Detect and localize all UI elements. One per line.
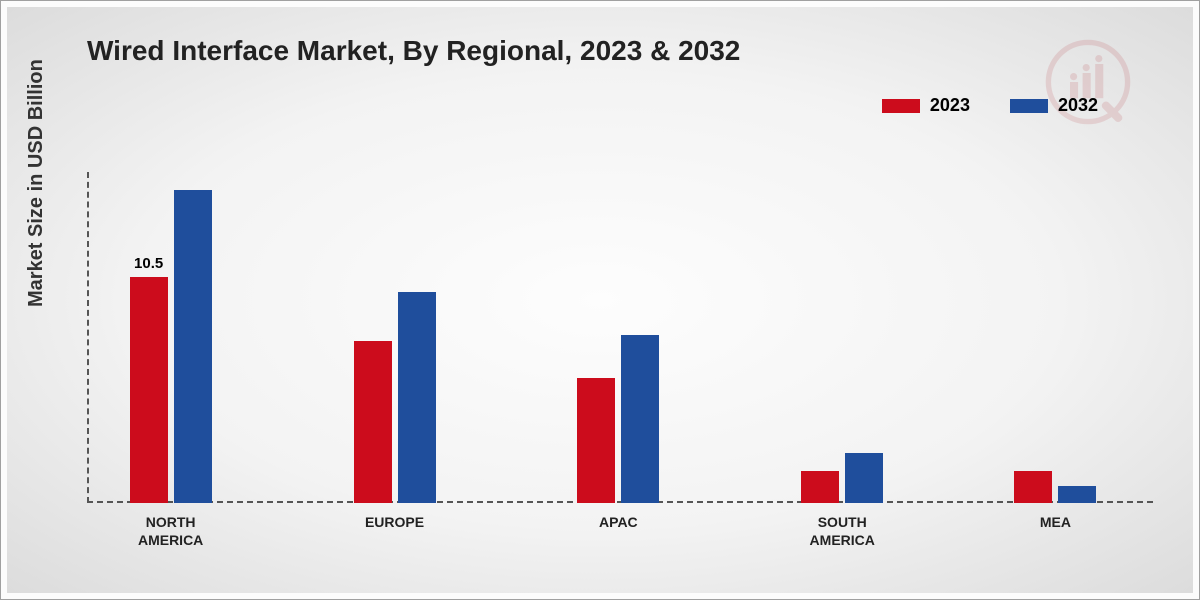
legend-item-2023: 2023	[882, 95, 970, 116]
bar-group: EUROPE	[354, 292, 436, 503]
chart-canvas: Wired Interface Market, By Regional, 202…	[7, 7, 1193, 593]
x-tick-label: EUROPE	[335, 513, 455, 531]
bar-group: 10.5NORTHAMERICA	[130, 190, 212, 503]
bar: 10.5	[130, 277, 168, 503]
bar	[577, 378, 615, 503]
bar	[845, 453, 883, 503]
bar	[801, 471, 839, 503]
legend-label-2032: 2032	[1058, 95, 1098, 116]
y-axis-line	[87, 172, 89, 503]
legend-swatch-2032	[1010, 99, 1048, 113]
legend: 2023 2032	[882, 95, 1098, 116]
bar-group: APAC	[577, 335, 659, 503]
y-axis-label: Market Size in USD Billion	[25, 59, 48, 307]
x-tick-label: MEA	[995, 513, 1115, 531]
x-tick-label: APAC	[558, 513, 678, 531]
bar	[354, 341, 392, 503]
bar-group: MEA	[1014, 471, 1096, 503]
chart-frame: Wired Interface Market, By Regional, 202…	[0, 0, 1200, 600]
x-tick-label: SOUTHAMERICA	[782, 513, 902, 549]
legend-item-2032: 2032	[1010, 95, 1098, 116]
bar	[1014, 471, 1052, 503]
bar-value-label: 10.5	[134, 255, 163, 272]
x-tick-label: NORTHAMERICA	[111, 513, 231, 549]
legend-label-2023: 2023	[930, 95, 970, 116]
bar	[398, 292, 436, 503]
bar	[621, 335, 659, 503]
bar	[174, 190, 212, 503]
plot-area: 10.5NORTHAMERICA EUROPE APAC SOUTHAMERICA ME…	[87, 172, 1153, 503]
bar-group: SOUTHAMERICA	[801, 453, 883, 503]
legend-swatch-2023	[882, 99, 920, 113]
chart-title: Wired Interface Market, By Regional, 202…	[87, 35, 740, 67]
bar	[1058, 486, 1096, 503]
